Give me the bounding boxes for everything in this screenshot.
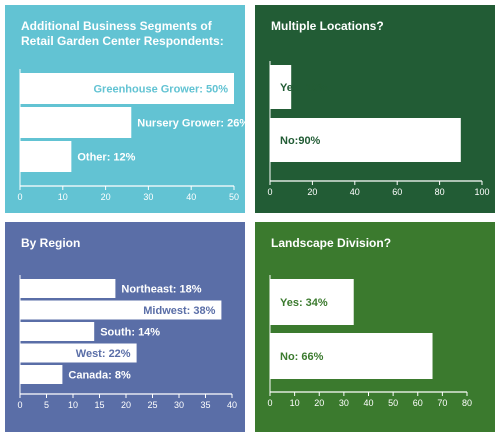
bar-label: Other: 12% — [77, 152, 135, 164]
x-tick-label: 0 — [267, 398, 272, 408]
x-tick-label: 40 — [186, 192, 196, 202]
bar — [270, 65, 292, 109]
x-tick-label: 40 — [363, 398, 373, 408]
bar-label: No: 66% — [280, 351, 324, 363]
chart-title: Landscape Division? — [271, 236, 392, 250]
landscape-chart-panel: Landscape Division? 0 10 20 30 40 50 60 70 80 Yes… — [255, 222, 495, 432]
bar-label: No:90% — [280, 135, 321, 147]
x-tick-label: 0 — [267, 187, 272, 197]
bar-label: Nursery Grower: 26% — [137, 118, 245, 130]
chart-title: By Region — [21, 236, 81, 250]
x-tick-label: 80 — [435, 187, 445, 197]
x-tick-label: 0 — [17, 192, 22, 202]
x-tick-label: 0 — [17, 400, 22, 410]
x-tick-label: 60 — [392, 187, 402, 197]
bar-label: West: 22% — [76, 348, 131, 360]
bar-label: Yes: 10% — [280, 82, 328, 94]
x-tick-label: 10 — [58, 192, 68, 202]
bar-label: Yes: 34% — [280, 297, 328, 309]
x-tick-label: 30 — [143, 192, 153, 202]
bar — [20, 343, 137, 363]
x-tick-label: 15 — [94, 400, 104, 410]
x-tick-label: 25 — [147, 400, 157, 410]
x-tick-label: 50 — [388, 398, 398, 408]
bar — [20, 365, 63, 384]
bar-chart: 0 20 40 60 80 100 Yes: 10% No:90% — [267, 61, 490, 197]
bar — [20, 300, 222, 320]
chart-title: Multiple Locations? — [271, 19, 384, 33]
x-tick-label: 30 — [174, 400, 184, 410]
x-tick-label: 5 — [44, 400, 49, 410]
x-tick-label: 10 — [290, 398, 300, 408]
x-tick-label: 40 — [227, 400, 237, 410]
bar-chart: 0 10 20 30 40 50 Greenhouse Grower: 50% Nursery… — [17, 69, 245, 202]
bar-label: Canada: 8% — [68, 370, 131, 382]
x-tick-label: 60 — [413, 398, 423, 408]
x-tick-label: 20 — [314, 398, 324, 408]
x-tick-label: 20 — [121, 400, 131, 410]
x-tick-label: 20 — [307, 187, 317, 197]
bar-chart: 0 10 20 30 40 50 60 70 80 Yes: 34% No: 66% — [267, 275, 472, 408]
bar-label: South: 14% — [100, 327, 160, 339]
locations-chart-panel: Multiple Locations? 0 20 40 60 80 100 Yes: 10%… — [255, 5, 495, 213]
x-tick-label: 100 — [474, 187, 489, 197]
bar-label: Greenhouse Grower: 50% — [94, 84, 229, 96]
bar-chart: 0 5 10 15 20 25 30 35 40 Northeast: 18% Midwest: 3… — [17, 275, 237, 410]
bar — [270, 333, 433, 379]
bar — [270, 279, 354, 325]
x-tick-label: 80 — [462, 398, 472, 408]
x-tick-label: 50 — [229, 192, 239, 202]
bar-label: Midwest: 38% — [143, 305, 215, 317]
x-tick-label: 30 — [339, 398, 349, 408]
chart-title: Additional Business Segments of Retail G… — [21, 19, 224, 48]
x-tick-label: 35 — [200, 400, 210, 410]
x-tick-label: 20 — [101, 192, 111, 202]
bar — [20, 73, 234, 104]
bar — [20, 107, 132, 138]
x-tick-label: 70 — [437, 398, 447, 408]
bar — [20, 279, 116, 298]
region-chart-panel: By Region 0 5 10 15 20 25 30 35 40 Northeast: 18%… — [5, 222, 245, 432]
bar — [20, 141, 72, 172]
x-tick-label: 10 — [68, 400, 78, 410]
bar — [270, 118, 461, 162]
bar-label: Northeast: 18% — [121, 284, 201, 296]
bar — [20, 322, 95, 341]
segments-chart-panel: Additional Business Segments of Retail G… — [5, 5, 245, 213]
x-tick-label: 40 — [350, 187, 360, 197]
